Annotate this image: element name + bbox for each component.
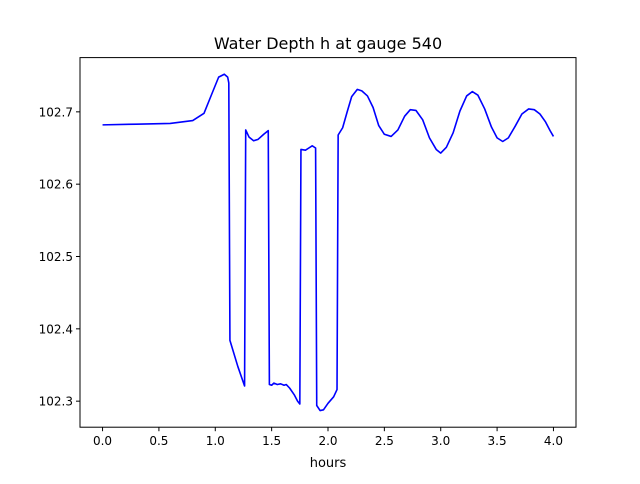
y-axis: 102.3 102.4 102.5 102.6 102.7 bbox=[39, 105, 80, 409]
x-axis: 0.0 0.5 1.0 1.5 2.0 2.5 3.0 3.5 4.0 bbox=[93, 427, 563, 448]
x-tick-label: 2.0 bbox=[318, 434, 337, 448]
x-tick-label: 1.5 bbox=[262, 434, 281, 448]
x-tick-label: 1.0 bbox=[206, 434, 225, 448]
chart-title: Water Depth h at gauge 540 bbox=[214, 34, 442, 53]
x-tick-label: 0.5 bbox=[149, 434, 168, 448]
x-axis-label: hours bbox=[310, 456, 347, 471]
series-line-0 bbox=[102, 73, 555, 412]
x-tick-label: 0.0 bbox=[93, 434, 112, 448]
x-tick-label: 2.5 bbox=[375, 434, 394, 448]
series-layer bbox=[102, 73, 555, 412]
x-tick-label: 3.5 bbox=[488, 434, 507, 448]
y-tick-label: 102.4 bbox=[39, 322, 73, 336]
x-tick-label: 4.0 bbox=[544, 434, 563, 448]
y-tick-label: 102.6 bbox=[39, 178, 73, 192]
y-tick-label: 102.3 bbox=[39, 395, 73, 409]
y-tick-label: 102.5 bbox=[39, 250, 73, 264]
x-tick-label: 3.0 bbox=[431, 434, 450, 448]
y-tick-label: 102.7 bbox=[39, 105, 73, 119]
